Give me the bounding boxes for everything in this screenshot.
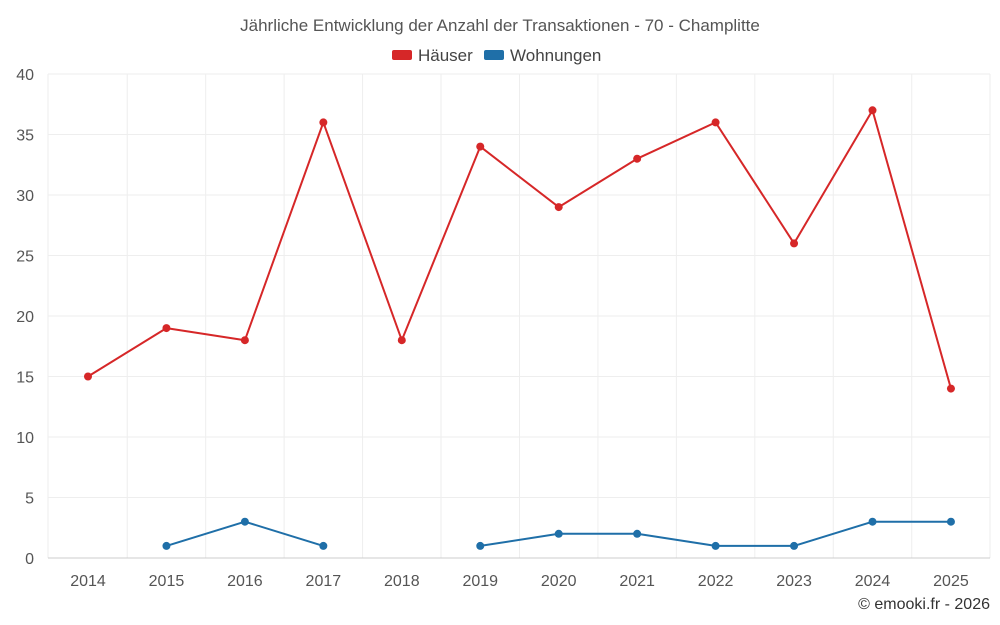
data-point[interactable]: [554, 529, 563, 538]
x-tick-label: 2020: [541, 573, 577, 590]
legend-swatch-haeuser: [392, 50, 412, 60]
legend-label-haeuser: Häuser: [418, 46, 473, 65]
data-point[interactable]: [476, 142, 485, 151]
x-tick-label: 2014: [70, 573, 106, 590]
data-point[interactable]: [790, 541, 799, 550]
x-tick-label: 2017: [306, 573, 342, 590]
y-tick-label: 5: [25, 491, 34, 508]
data-point[interactable]: [162, 541, 171, 550]
y-tick-label: 0: [25, 551, 34, 568]
y-tick-label: 35: [16, 128, 34, 145]
x-tick-label: 2016: [227, 573, 263, 590]
legend-item-wohnungen[interactable]: Wohnungen: [484, 46, 601, 65]
chart-title: Jährliche Entwicklung der Anzahl der Tra…: [240, 16, 760, 35]
data-point[interactable]: [868, 106, 877, 115]
data-point[interactable]: [946, 517, 955, 526]
data-point[interactable]: [554, 203, 563, 212]
y-tick-label: 25: [16, 249, 34, 266]
series-line: [87, 109, 952, 389]
data-point[interactable]: [476, 541, 485, 550]
x-tick-label: 2022: [698, 573, 734, 590]
y-tick-label: 15: [16, 370, 34, 387]
series: [84, 106, 955, 550]
x-tick-label: 2015: [149, 573, 185, 590]
series-0: [84, 106, 955, 393]
y-tick-label: 30: [16, 188, 34, 205]
data-point[interactable]: [946, 384, 955, 393]
y-axis: 0 5 10 15 20 25 30 35 40: [16, 67, 34, 568]
y-tick-label: 10: [16, 430, 34, 447]
series-1: [162, 517, 955, 550]
y-tick-label: 40: [16, 67, 34, 84]
data-point[interactable]: [790, 239, 799, 248]
legend-swatch-wohnungen: [484, 50, 504, 60]
y-tick-label: 20: [16, 309, 34, 326]
x-tick-label: 2023: [776, 573, 812, 590]
legend-label-wohnungen: Wohnungen: [510, 46, 601, 65]
data-point[interactable]: [162, 324, 171, 333]
x-tick-label: 2019: [462, 573, 498, 590]
x-tick-label: 2025: [933, 573, 969, 590]
data-point[interactable]: [711, 541, 720, 550]
data-point[interactable]: [319, 118, 328, 127]
x-axis: 2014 2015 2016 2017 2018 2019 2020 2021 2022 2023…: [48, 557, 990, 590]
x-tick-label: 2018: [384, 573, 420, 590]
data-point[interactable]: [240, 336, 249, 345]
credit-text: © emooki.fr - 2026: [858, 596, 990, 613]
data-point[interactable]: [319, 541, 328, 550]
grid: [47, 73, 991, 559]
data-point[interactable]: [84, 372, 92, 381]
data-point[interactable]: [711, 118, 720, 127]
data-point[interactable]: [633, 154, 642, 163]
legend-item-haeuser[interactable]: Häuser: [392, 46, 473, 65]
x-tick-label: 2024: [855, 573, 891, 590]
x-tick-label: 2021: [619, 573, 655, 590]
data-point[interactable]: [240, 517, 249, 526]
data-point[interactable]: [868, 517, 877, 526]
data-point[interactable]: [397, 336, 406, 345]
data-point[interactable]: [633, 529, 642, 538]
legend: Häuser Wohnungen: [392, 46, 601, 65]
